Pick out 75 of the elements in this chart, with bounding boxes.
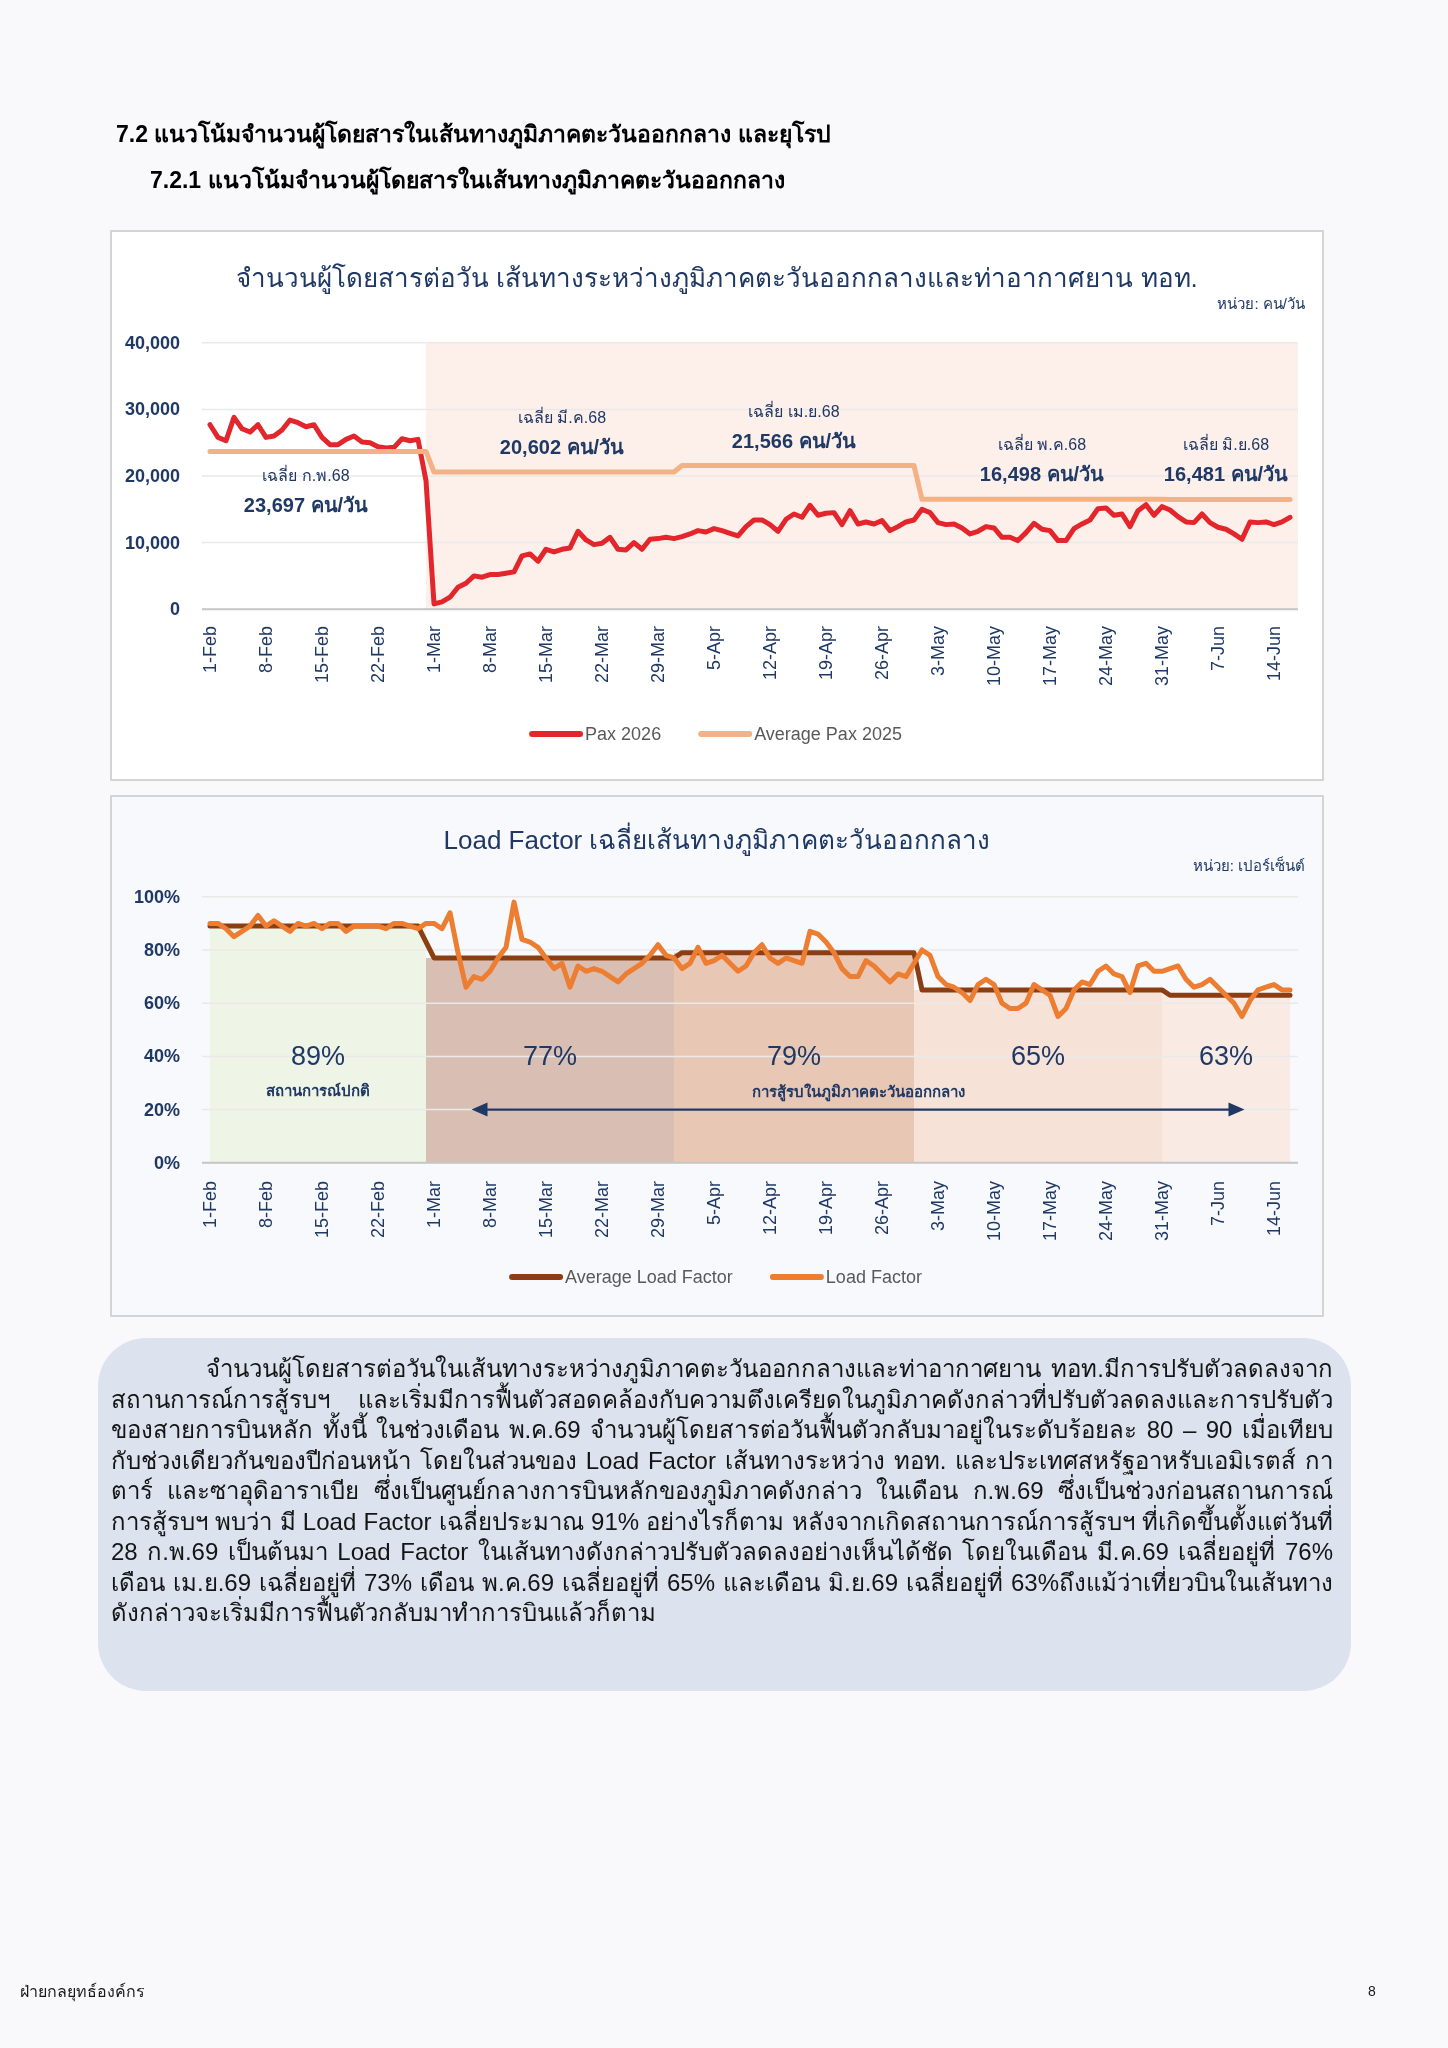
annotation: 89% สถานการณ์ปกติ (266, 1041, 370, 1099)
y-tick-label: 30,000 (124, 399, 180, 420)
x-tick-label: 7-Jun (1208, 1181, 1228, 1227)
x-tick-label: 10-May (984, 626, 1004, 687)
legend-label: Pax 2026 (585, 724, 662, 744)
x-tick-label: 15-Feb (312, 626, 332, 684)
x-tick-label: 1-Mar (424, 626, 444, 674)
x-tick-label: 19-Apr (816, 626, 836, 681)
annotation: 63% (1198, 1041, 1254, 1072)
x-tick-label: 8-Mar (480, 1181, 500, 1229)
data-label: เฉลี่ย มิ.ย.68 16,481 คน/วัน (1163, 432, 1289, 486)
data-label: เฉลี่ย ก.พ.68 23,697 คน/วัน (243, 463, 369, 516)
x-tick-label: 22-Mar (592, 626, 612, 684)
x-tick-label: 5-Apr (704, 1180, 724, 1226)
data-label: เฉลี่ย เม.ย.68 21,566 คน/วัน (731, 399, 857, 452)
y-tick-label: 20% (143, 1099, 180, 1120)
x-tick-label: 17-May (1040, 1181, 1060, 1242)
x-tick-label: 24-May (1096, 1181, 1116, 1242)
y-tick-label: 80% (143, 940, 180, 960)
x-tick-label: 22-Feb (368, 1181, 388, 1239)
x-tick-label: 24-May (1096, 626, 1116, 687)
chart-subtitle: หน่วย: เปอร์เซ็นต์ (1192, 855, 1305, 874)
x-tick-label: 31-May (1152, 1181, 1172, 1242)
y-tick-label: 60% (143, 993, 180, 1014)
data-label: เฉลี่ย มี.ค.68 20,602 คน/วัน (499, 405, 625, 458)
chart-title: Load Factor เฉลี่ยเส้นทางภูมิภาคตะวันออกกลาง (443, 822, 991, 856)
x-tick-label: 12-Apr (760, 1181, 780, 1236)
y-tick-label: 40,000 (124, 332, 180, 353)
x-tick-label: 8-Mar (480, 626, 500, 674)
y-tick-label: 40% (143, 1046, 180, 1067)
x-tick-label: 10-May (984, 1181, 1004, 1242)
text: 7.2 แนวโน้มจำนวนผู้โดยสารในเส้นทางภูมิภาคตะวันออกกลาง และยุโรป (116, 120, 831, 149)
x-tick-label: 1-Feb (200, 626, 220, 674)
annotation: การสู้รบในภูมิภาคตะวันออกกลาง (751, 1082, 965, 1102)
x-tick-label: 15-Mar (536, 1181, 556, 1239)
legend-label: Average Load Factor (565, 1267, 733, 1287)
legend-label: Average Pax 2025 (754, 724, 902, 744)
x-tick-label: 8-Feb (256, 1181, 276, 1229)
x-tick-label: 7-Jun (1208, 626, 1228, 672)
y-tick-label: 10,000 (124, 532, 180, 553)
x-tick-label: 17-May (1040, 626, 1060, 687)
legend-label: Load Factor (825, 1267, 922, 1287)
x-tick-label: 26-Apr (872, 1181, 892, 1236)
y-tick-label: 100% (133, 886, 180, 907)
text: ฝ่ายกลยุทธ์องค์กร (20, 1981, 145, 2002)
x-tick-label: 1-Mar (424, 1181, 444, 1229)
x-tick-label: 8-Feb (256, 626, 276, 674)
x-tick-label: 31-May (1152, 626, 1172, 687)
x-tick-label: 15-Feb (312, 1181, 332, 1239)
x-tick-label: 14-Jun (1264, 1181, 1284, 1237)
x-tick-label: 12-Apr (760, 626, 780, 681)
x-tick-label: 22-Mar (592, 1181, 612, 1239)
y-tick-label: 0 (169, 599, 180, 620)
x-tick-label: 26-Apr (872, 626, 892, 681)
x-tick-label: 19-Apr (816, 1181, 836, 1236)
data-label: เฉลี่ย พ.ค.68 16,498 คน/วัน (979, 432, 1105, 486)
x-tick-label: 22-Feb (368, 626, 388, 684)
chart-subtitle: หน่วย: คน/วัน (1217, 294, 1305, 312)
annotation: 79% (766, 1041, 822, 1072)
y-tick-label: 20,000 (124, 466, 180, 486)
annotation: 65% (1010, 1041, 1066, 1072)
annotation: 77% (522, 1041, 578, 1072)
x-tick-label: 1-Feb (200, 1181, 220, 1229)
text: จำนวนผู้โดยสารต่อวันในเส้นทางระหว่างภูมิภาคตะวันออกกลางและท่าอากาศยาน ทอท.มีการปรับตัวลดลงจากสถานการณ์การสู้รบฯ และเริ่มมีการฟื้นตัวสอดคล้องกับความตึงเครียดในภูมิภาคดังกล่าวที่ปรับตัวลดลงและการปรับตัวของสายการบินหลัก ทั้งนี้ ในช่วงเดือน พ.ค.69 จำนวนผู้โดยสารต่อวันฟื้นตัวกลับมาอยู่ในระดับร้อยละ 80 – 90 เมื่อเทียบกับช่วงเดียวกันของปีก่อนหน้า โดยในส่วนของ Load Factor เส้นทางระหว่าง ทอท. และประเทศสหรัฐอาหรับเอมิเรตส์ กาตาร์ และซาอุดิอาราเบีย ซึ่งเป็นศูนย์กลางการบินหลักของภูมิภาคดังกล่าว ในเดือน ก.พ.69 ซึ่งเป็นช่วงก่อนสถานการณ์การสู้รบฯ พบว่า มี Load Factor เฉลี่ยประมาณ 91% อย่างไรก็ตาม หลังจากเกิดสถานการณ์การสู้รบฯ ที่เกิดขึ้นตั้งแต่วันที่ 28 ก.พ.69 เป็นต้นมา Load Factor ในเส้นทางดังกล่าวปรับตัวลดลงอย่างเห็นได้ชัด โดยในเดือน มี.ค.69 เฉลี่ยอยู่ที่ 76% เดือน เม.ย.69 เฉลี่ยอยู่ที่ 73% เดือน พ.ค.69 เฉลี่ยอยู่ที่ 65% และเดือน มิ.ย.69 เฉลี่ยอยู่ที่ 63%ถึงแม้ว่าเที่ยวบินในเส้นทางดังกล่าวจะเริ่มมีการฟื้นตัวกลับมาทำการบินแล้วก็ตาม (111, 1355, 1333, 1626)
y-tick-label: 0% (153, 1152, 180, 1173)
chart-title: จำนวนผู้โดยสารต่อวัน เส้นทางระหว่างภูมิภาคตะวันออกกลางและท่าอากาศยาน ทอท. (236, 263, 1198, 294)
x-tick-label: 3-May (928, 626, 948, 677)
x-tick-label: 29-Mar (648, 626, 668, 684)
x-tick-label: 14-Jun (1264, 626, 1284, 682)
x-tick-label: 15-Mar (536, 626, 556, 684)
x-tick-label: 29-Mar (648, 1181, 668, 1239)
x-tick-label: 3-May (928, 1181, 948, 1232)
text: 8 (1368, 1983, 1377, 1999)
text: 7.2.1 แนวโน้มจำนวนผู้โดยสารในเส้นทางภูมิภาคตะวันออกกลาง (150, 166, 785, 195)
x-tick-label: 5-Apr (704, 625, 724, 671)
